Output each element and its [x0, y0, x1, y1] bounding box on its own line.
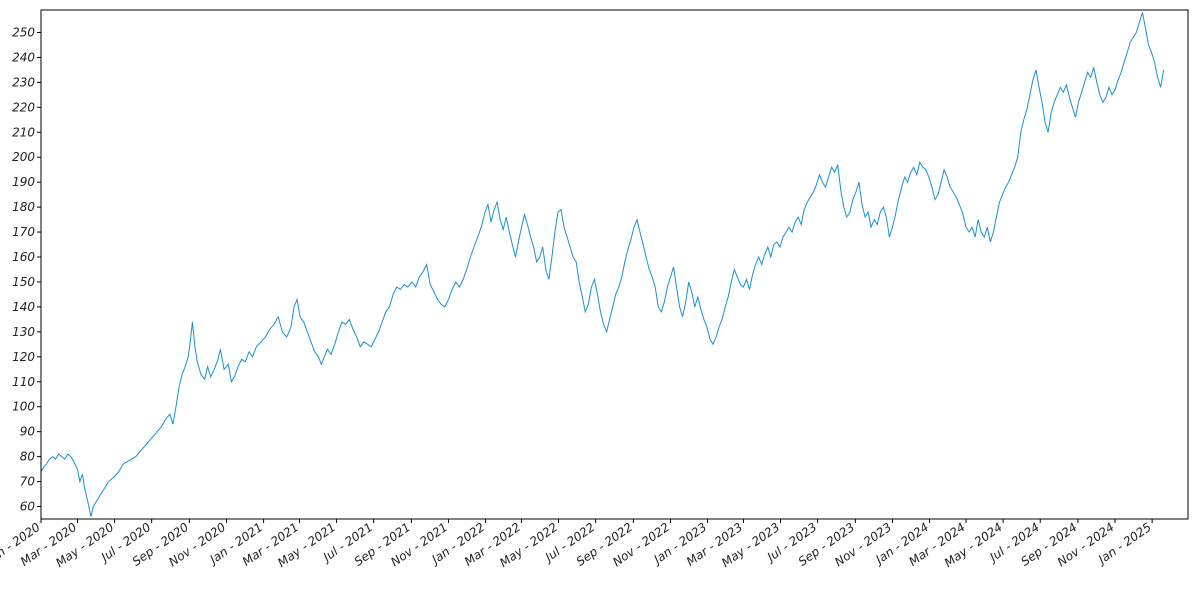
y-tick-label: 200 [12, 150, 35, 164]
y-tick-label: 190 [12, 175, 35, 189]
y-tick-label: 240 [12, 50, 35, 64]
y-tick-label: 170 [12, 225, 35, 239]
y-tick-label: 100 [12, 400, 35, 414]
y-tick-label: 150 [12, 275, 35, 289]
y-tick-label: 110 [12, 375, 35, 389]
y-tick-label: 180 [12, 200, 35, 214]
y-axis: 60 70 80 90 100 110 120 130 140 150 160 170 180 190 20… [12, 25, 41, 514]
y-tick-label: 230 [12, 75, 35, 89]
y-tick-label: 70 [20, 475, 36, 489]
y-tick-label: 250 [12, 25, 35, 39]
y-tick-label: 90 [20, 425, 36, 439]
series-line [40, 12, 1165, 517]
y-tick-label: 160 [12, 250, 35, 264]
y-tick-label: 140 [12, 300, 35, 314]
y-tick-label: 210 [12, 125, 35, 139]
y-tick-label: 220 [12, 100, 35, 114]
y-tick-label: 80 [20, 450, 36, 464]
plot-frame [40, 9, 1189, 520]
y-tick-label: 120 [12, 350, 35, 364]
y-tick-label: 130 [12, 325, 35, 339]
y-tick-label: 60 [20, 500, 36, 514]
